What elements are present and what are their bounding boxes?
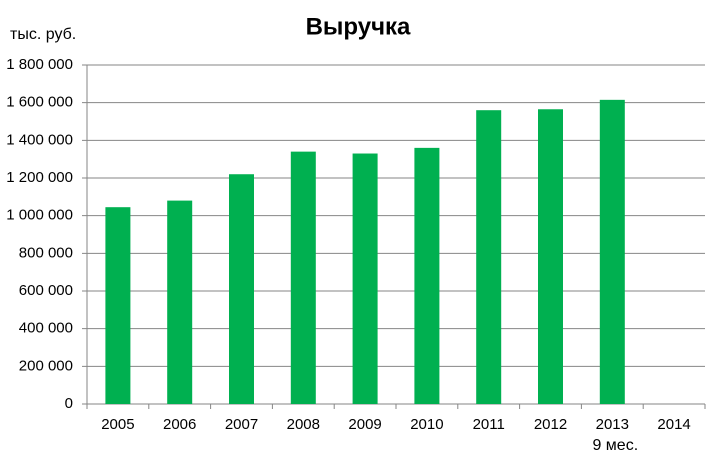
x-tick-label: 2007 — [225, 416, 258, 433]
bar — [352, 153, 378, 404]
y-tick-label: 1 200 000 — [6, 169, 73, 186]
x-tick-label: 2011 — [473, 416, 505, 433]
bar — [105, 207, 131, 404]
x-tick-annotation: 9 мес. — [592, 437, 638, 454]
x-tick-label: 2013 — [596, 416, 629, 433]
x-tick-label: 2010 — [410, 416, 443, 433]
x-tick-label: 2006 — [163, 416, 196, 433]
bar — [414, 147, 440, 404]
y-tick-label: 1 600 000 — [6, 94, 73, 111]
bar — [476, 110, 502, 404]
bar — [290, 151, 316, 404]
y-tick-label: 800 000 — [19, 244, 73, 261]
x-tick-label: 2012 — [534, 416, 567, 433]
bar — [538, 109, 563, 404]
y-tick-label: 1 400 000 — [6, 131, 73, 148]
y-tick-label: 600 000 — [19, 282, 73, 299]
y-tick-label: 1 000 000 — [6, 207, 73, 224]
x-tick-label: 2005 — [101, 416, 134, 433]
bar — [229, 174, 254, 404]
y-tick-label: 400 000 — [19, 320, 73, 337]
y-axis-label: тыс. руб. — [10, 26, 76, 43]
x-tick-label: 2008 — [287, 416, 320, 433]
y-tick-label: 200 000 — [19, 357, 73, 374]
y-tick-label: 1 800 000 — [6, 56, 73, 73]
bar — [599, 99, 625, 404]
x-tick-label: 2014 — [657, 416, 690, 433]
chart-title: Выручка — [306, 13, 411, 40]
x-tick-label: 2009 — [348, 416, 381, 433]
bar — [167, 200, 193, 404]
y-tick-label: 0 — [65, 395, 73, 412]
